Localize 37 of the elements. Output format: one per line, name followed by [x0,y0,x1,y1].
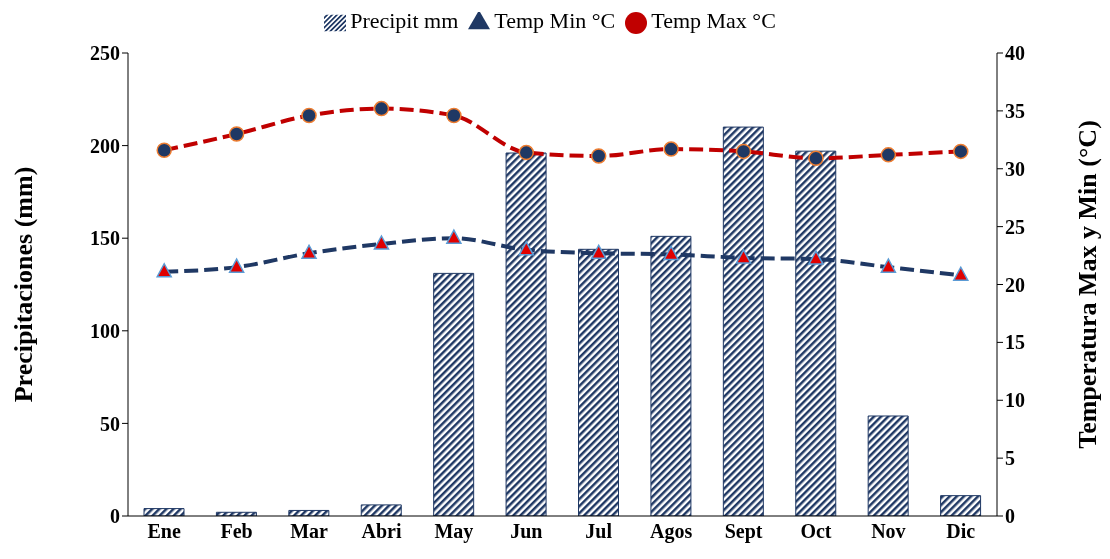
x-tick-label: Jun [510,520,543,543]
y-tick-label: 150 [90,227,120,250]
legend-label: Temp Min °C [494,8,616,33]
legend-label: Precipit mm [350,8,459,33]
y-tick-label: 100 [90,319,120,342]
y2-tick-label: 0 [1005,505,1015,528]
y2-tick-label: 15 [1005,331,1025,354]
bar [940,495,982,516]
y2-axis-title: Temperatura Max y Min (°C) [1073,120,1103,449]
x-tick-label: Agos [650,520,693,544]
x-tick-label: Sept [724,520,763,544]
y2-tick-label: 35 [1005,99,1025,122]
x-tick-label: Feb [220,520,253,543]
bar [143,508,185,516]
y-tick-label: 0 [110,505,120,528]
bar [433,272,475,516]
y2-tick-label: 40 [1005,42,1025,65]
x-tick-label: May [434,520,474,544]
y-tick-label: 50 [100,412,120,435]
y-axis-title: Precipitaciones (mm) [9,166,39,403]
y-tick-label: 200 [90,134,120,157]
x-tick-label: Dic [946,520,976,543]
y2-tick-label: 25 [1005,215,1025,238]
y2-tick-label: 30 [1005,157,1025,180]
bar [360,504,402,516]
x-tick-label: Nov [871,520,906,543]
y2-tick-label: 5 [1005,447,1015,470]
x-tick-label: Abri [361,520,402,543]
x-tick-label: Jul [585,520,613,543]
x-tick-label: Mar [290,520,329,543]
y2-tick-label: 20 [1005,273,1025,296]
legend-label: Temp Max °C [651,8,776,33]
x-tick-label: Ene [147,520,181,543]
y2-tick-label: 10 [1005,389,1025,412]
x-tick-label: Oct [800,520,832,543]
bar [867,415,909,516]
y-tick-label: 250 [90,42,120,65]
